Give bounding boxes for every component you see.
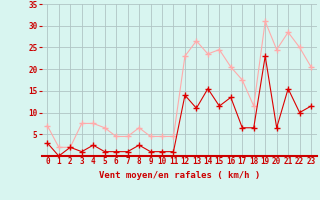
X-axis label: Vent moyen/en rafales ( km/h ): Vent moyen/en rafales ( km/h ) bbox=[99, 171, 260, 180]
